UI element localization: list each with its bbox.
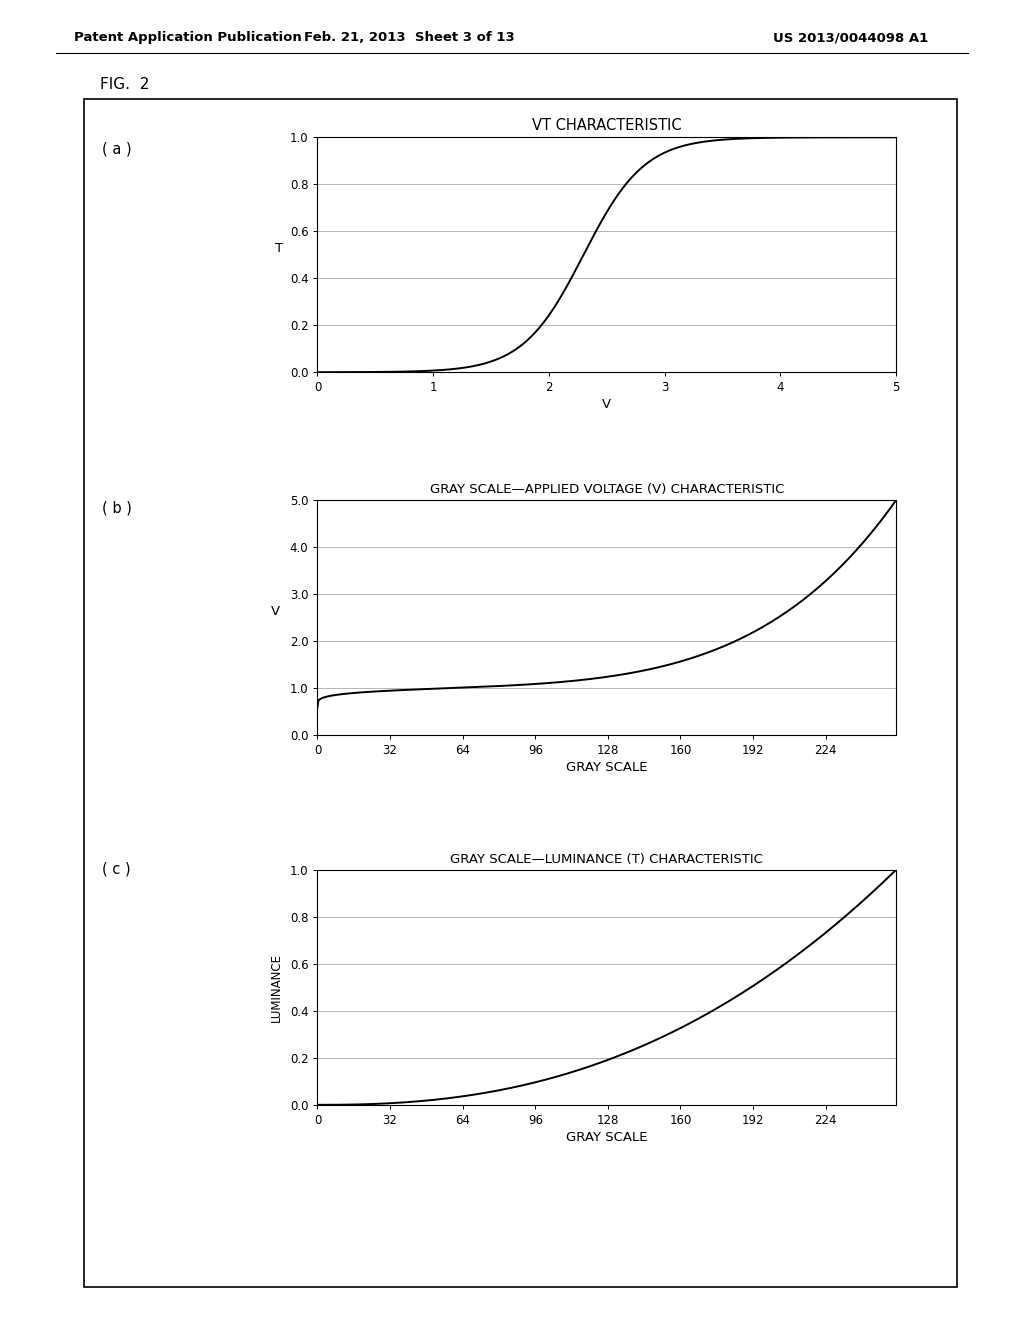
Text: US 2013/0044098 A1: US 2013/0044098 A1 [773, 32, 929, 44]
Text: Feb. 21, 2013  Sheet 3 of 13: Feb. 21, 2013 Sheet 3 of 13 [304, 32, 515, 44]
Title: VT CHARACTERISTIC: VT CHARACTERISTIC [531, 119, 682, 133]
Y-axis label: LUMINANCE: LUMINANCE [270, 953, 283, 1022]
Y-axis label: T: T [274, 242, 283, 255]
X-axis label: V: V [602, 399, 611, 412]
Title: GRAY SCALE—APPLIED VOLTAGE (V) CHARACTERISTIC: GRAY SCALE—APPLIED VOLTAGE (V) CHARACTER… [429, 483, 784, 496]
Text: ( c ): ( c ) [102, 862, 131, 876]
Text: Patent Application Publication: Patent Application Publication [74, 32, 301, 44]
Text: ( a ): ( a ) [102, 141, 132, 156]
X-axis label: GRAY SCALE: GRAY SCALE [566, 762, 647, 775]
Title: GRAY SCALE—LUMINANCE (T) CHARACTERISTIC: GRAY SCALE—LUMINANCE (T) CHARACTERISTIC [451, 853, 763, 866]
X-axis label: GRAY SCALE: GRAY SCALE [566, 1131, 647, 1144]
Text: FIG.  2: FIG. 2 [100, 77, 150, 91]
Y-axis label: V: V [271, 605, 281, 618]
Text: ( b ): ( b ) [102, 500, 132, 515]
